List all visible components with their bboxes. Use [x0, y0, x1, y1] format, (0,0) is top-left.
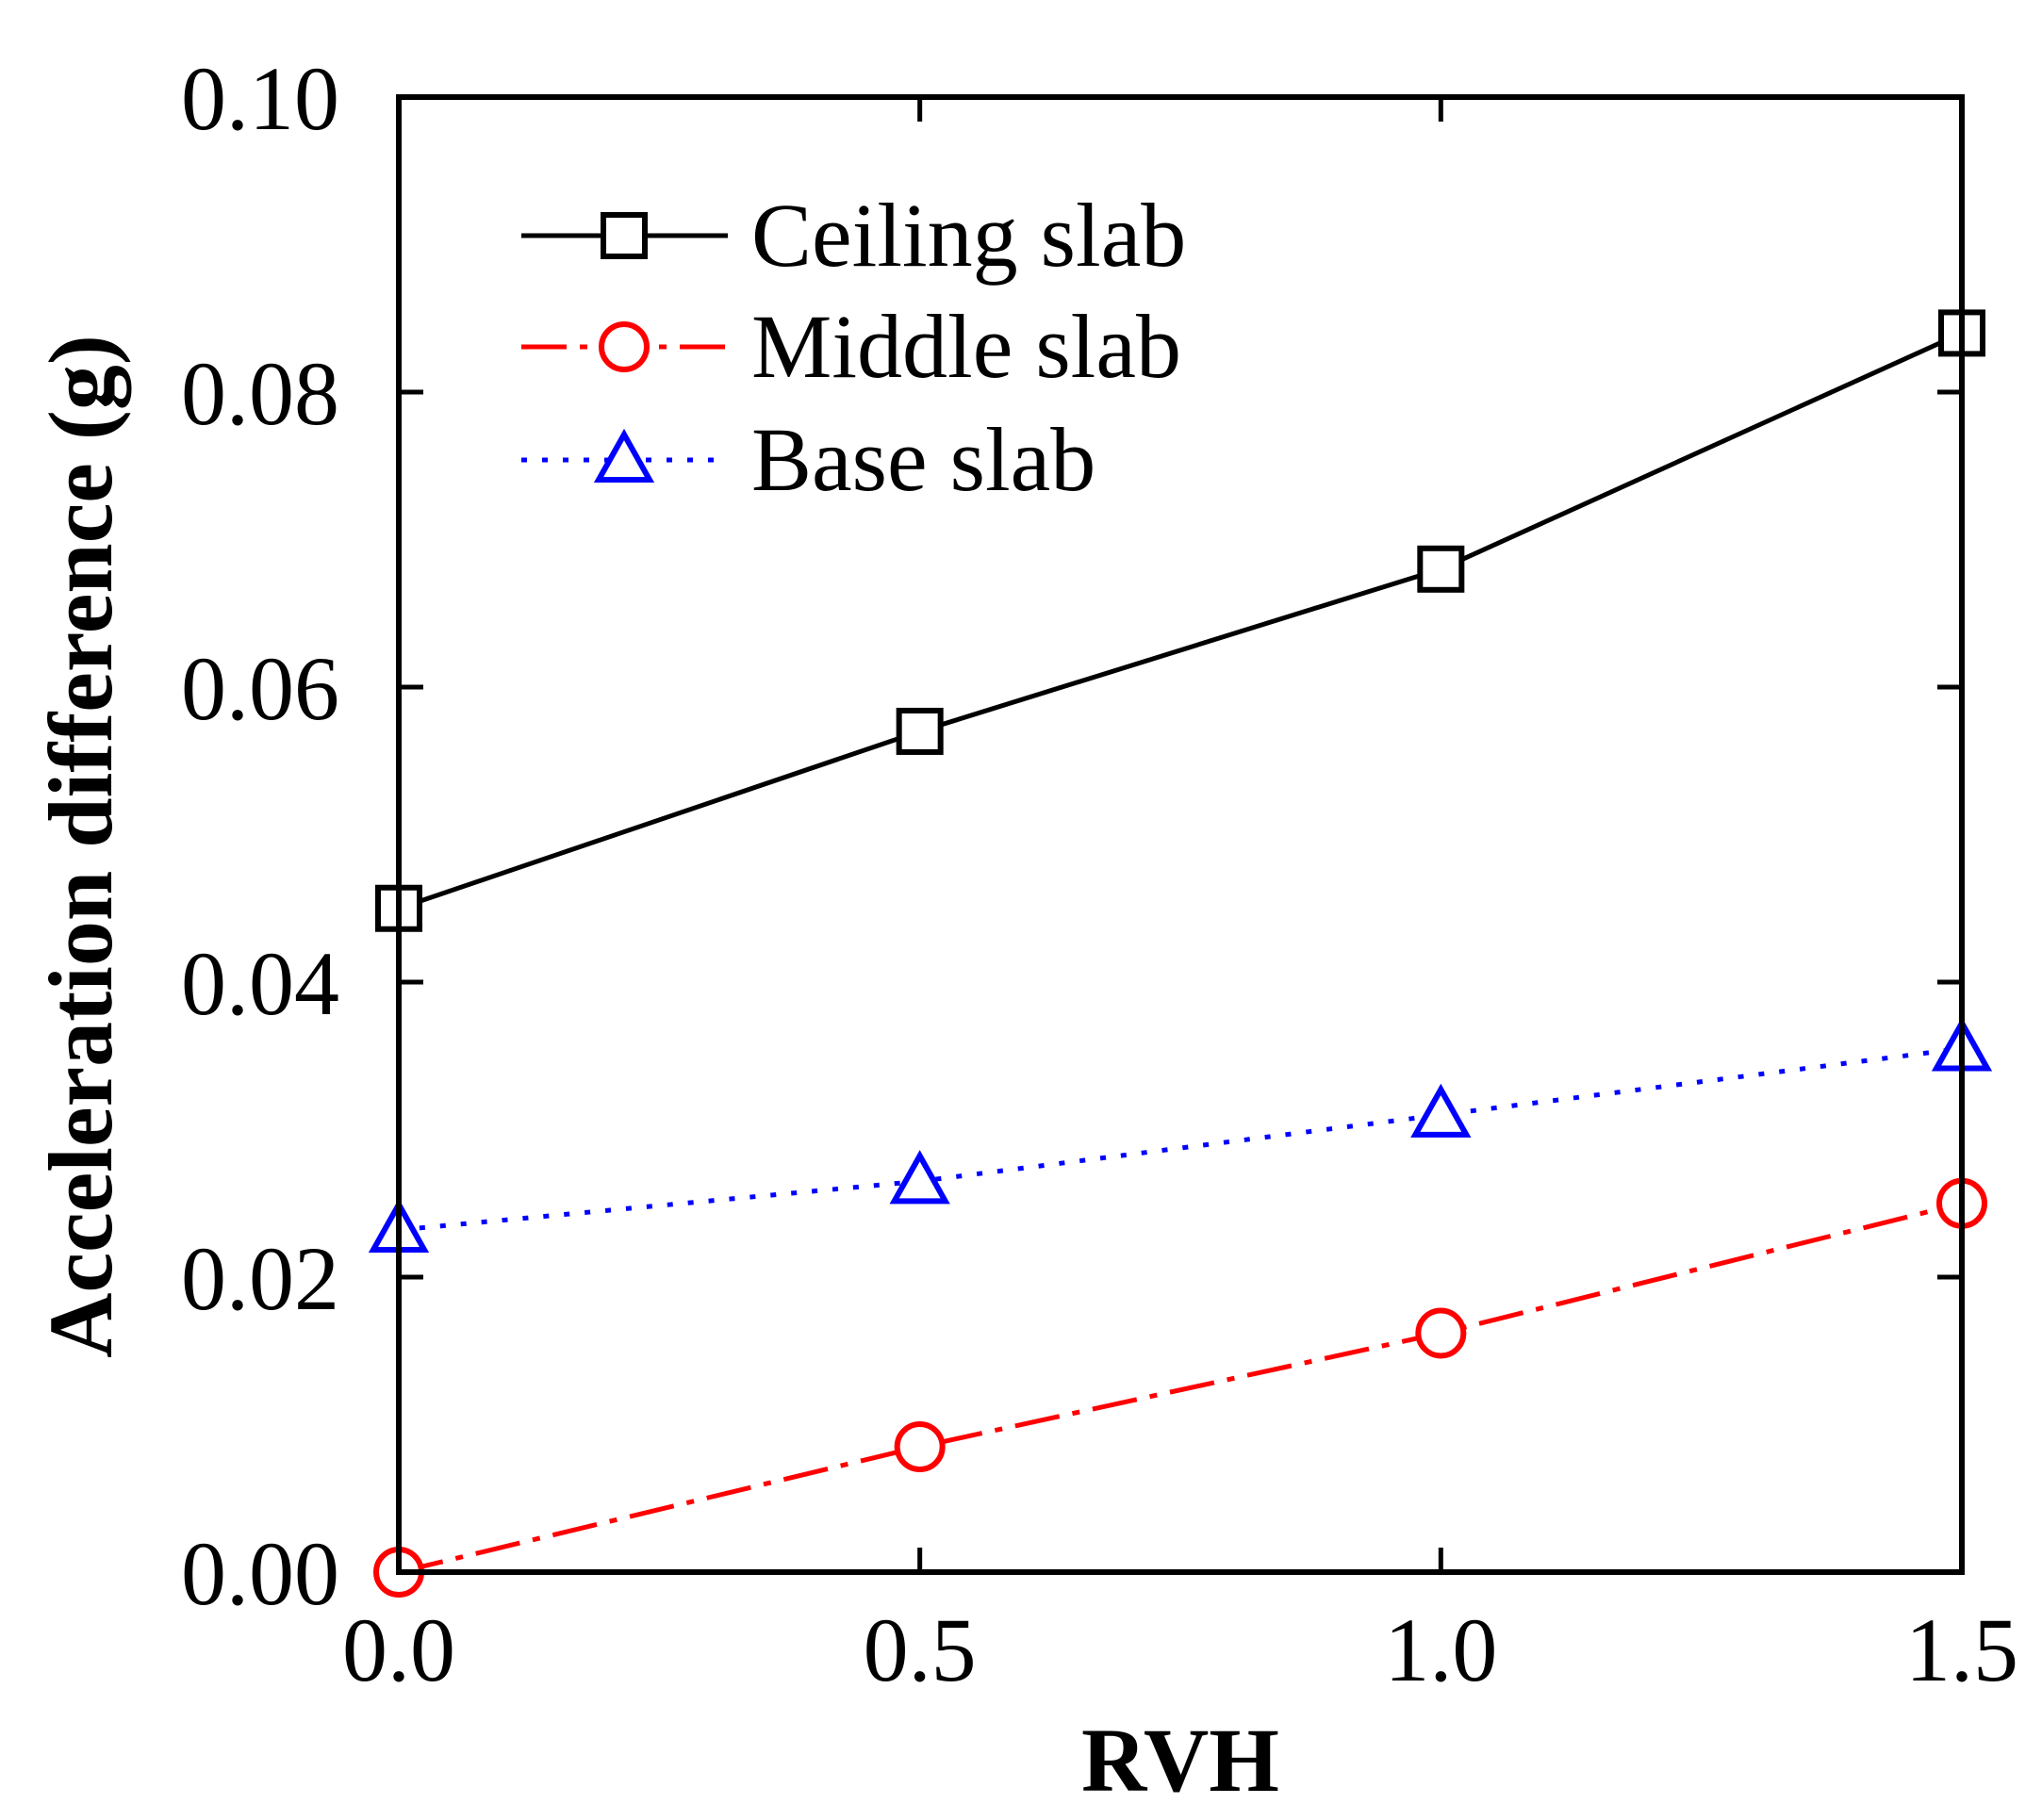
y-tick-label: 0.04 [181, 933, 339, 1034]
y-tick-label: 0.00 [181, 1523, 339, 1624]
legend-label-ceiling-slab: Ceiling slab [751, 185, 1186, 286]
legend-label-base-slab: Base slab [751, 409, 1095, 510]
legend-item-ceiling-slab: Ceiling slab [521, 185, 1186, 286]
legend-label-middle-slab: Middle slab [751, 296, 1181, 397]
data-point-middle-slab [894, 1420, 946, 1472]
legend-item-base-slab: Base slab [521, 409, 1095, 510]
series-line-base-slab [398, 1045, 1963, 1233]
axes-layer: 0.0 0.5 1.0 1.5 0.00 0.02 0.04 0.06 0.08 0.10 [181, 48, 2018, 1700]
plot-frame [396, 94, 1965, 1575]
y-axis-title: Acceleration difference (g) [30, 335, 131, 1358]
data-point-base-slab [1410, 1083, 1472, 1138]
y-tick-label: 0.06 [181, 638, 339, 739]
y-tick-label: 0.02 [181, 1228, 339, 1329]
series-line-middle-slab [398, 1201, 1963, 1575]
y-tick-label: 0.08 [181, 343, 339, 444]
legend-marker-middle-slab [599, 321, 650, 372]
data-point-ceiling-slab [896, 707, 944, 755]
legend-marker-base-slab [593, 428, 655, 484]
series-base-slab [368, 1017, 1993, 1253]
legend-item-middle-slab: Middle slab [521, 296, 1181, 397]
data-point-ceiling-slab [1417, 545, 1465, 593]
x-tick-label: 1.0 [1384, 1599, 1497, 1700]
legend-marker-ceiling-slab [601, 212, 648, 259]
y-tick-label: 0.10 [181, 48, 339, 149]
x-tick-label: 1.5 [1905, 1599, 2018, 1700]
x-tick-label: 0.5 [864, 1599, 977, 1700]
x-tick-label: 0.0 [342, 1599, 455, 1700]
x-axis-title: RVH [1081, 1710, 1279, 1811]
series-line-ceiling-slab [398, 331, 1964, 911]
data-point-middle-slab [1415, 1307, 1467, 1359]
data-point-base-slab [889, 1150, 950, 1205]
